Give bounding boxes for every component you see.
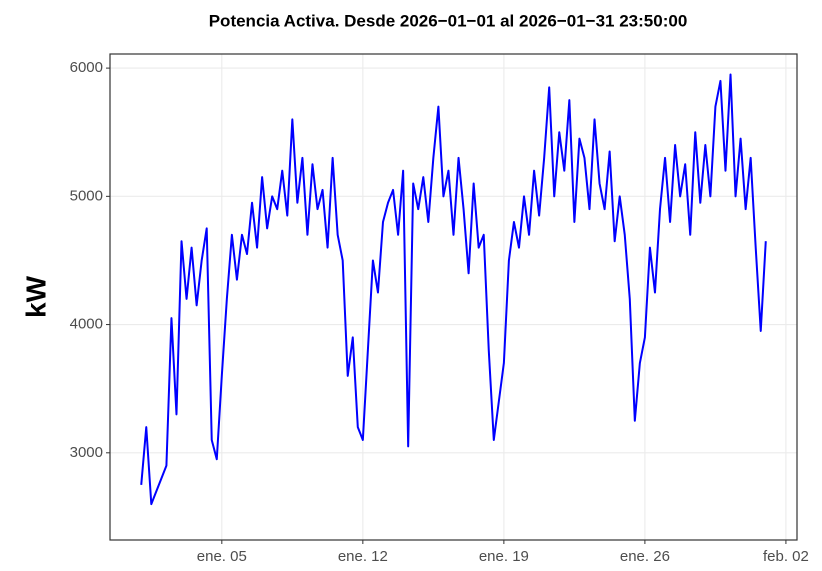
y-tick-label: 5000 [70,187,103,204]
line [140,73,767,506]
y-tick-label: 4000 [70,316,103,333]
x-tick-label: ene. 12 [338,548,388,565]
grid [110,54,797,540]
x-tick-label: ene. 05 [197,548,247,565]
y-tick-label: 3000 [70,444,103,461]
x-tick-label: ene. 19 [479,548,529,565]
panel-border [109,53,798,541]
x-tick-label: ene. 26 [620,548,670,565]
x-tick-label: feb. 02 [763,548,809,565]
y-axis-label: kW [20,275,51,318]
y-tick-label: 6000 [70,59,103,76]
plot [140,73,767,506]
chart-title: Potencia Activa. Desde 2026−01−01 al 202… [209,11,688,30]
